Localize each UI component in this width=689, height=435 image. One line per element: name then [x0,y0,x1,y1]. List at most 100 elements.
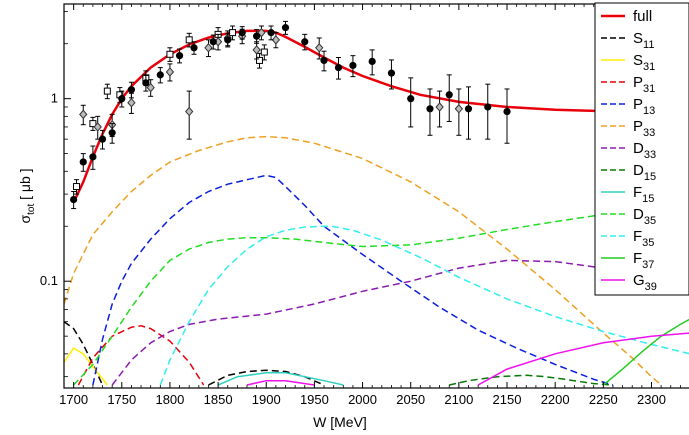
x-tick-label: 1750 [107,392,136,407]
legend-label-f35: F35 [633,228,654,249]
data-point-diamond [185,106,194,117]
data-points-layer [70,20,511,210]
x-tick-label: 1950 [300,392,329,407]
data-point-circle [484,103,492,111]
series-d35-curve [73,204,689,386]
x-tick-label: 2050 [396,392,425,407]
data-point-diamond [127,97,136,108]
series-d33-curve [111,259,689,386]
series-f35-curve [159,225,689,386]
data-point-circle [349,61,357,70]
x-tick-label: 2000 [348,392,377,407]
series-f37-curve [602,318,689,386]
y-axis-label-unit: [ μb ] [17,168,33,203]
legend-label-p31: P31 [633,74,655,95]
data-point-diamond [315,43,324,53]
data-point-square [229,29,237,37]
y-axis-label-sigma: σ [17,215,33,224]
data-point-diamond [204,43,213,53]
data-point-circle [301,38,309,46]
legend-label-d35: D35 [633,206,656,227]
svg-text:σtot [ μb ]: σtot [ μb ] [17,168,37,223]
series-p31-curve [77,325,205,386]
x-tick-label: 2250 [589,392,618,407]
data-point-diamond [79,109,88,120]
data-point-square [256,56,264,64]
data-point-diamond [252,45,261,55]
data-point-circle [127,86,136,94]
legend-label-f15: F15 [633,184,654,205]
y-tick-label: 0.1 [40,273,58,288]
x-tick-label: 2150 [493,392,522,407]
series-d15-curve [449,374,614,386]
data-point-diamond [146,82,155,93]
data-point-circle [79,158,87,166]
data-point-circle [108,129,116,137]
data-point-circle [267,29,275,37]
axes-layer: 1700 1750 1800 1850 1900 1950 2000 2050 2100 2150… [40,4,681,407]
x-tick-label: 2200 [541,392,570,407]
legend-label-g39: G39 [633,272,657,293]
legend-label-d15: D15 [633,162,656,183]
data-point-circle [118,95,126,103]
data-point-circle [320,56,328,65]
data-point-square [166,50,174,58]
data-point-circle [281,24,290,32]
x-tick-label: 1800 [155,392,184,407]
data-point-circle [445,91,453,99]
x-tick-label: 1850 [204,392,233,407]
data-point-circle [142,79,150,87]
data-point-circle [407,95,415,103]
x-tick-label: 2100 [444,392,473,407]
data-point-circle [190,44,198,52]
data-point-circle [426,105,434,113]
data-point-diamond [165,67,175,77]
legend-label-p13: P13 [633,96,655,117]
series-p33-curve [64,135,662,386]
data-point-square [89,120,97,128]
legend-label-p33: P33 [633,118,655,139]
x-axis-label: W [MeV] [313,414,367,430]
data-point-circle [156,71,164,79]
data-point-square [185,36,193,44]
legend-box [594,2,689,296]
data-point-circle [387,69,396,77]
x-tick-label: 1700 [59,392,88,407]
data-point-diamond [93,122,102,132]
x-tick-label: 1900 [252,392,281,407]
y-axis-label: σtot [ μb ] [17,168,37,223]
legend-label-f37: F37 [633,250,654,271]
series-s31-curve [64,347,108,386]
data-point-circle [89,153,97,161]
legend-label-full: full [633,8,652,25]
data-point-circle [98,135,107,143]
y-axis-label-sub: tot [26,204,37,215]
data-point-circle [209,38,217,46]
y-tick-label: 1 [51,91,58,106]
plot-frame [63,3,689,389]
data-point-circle [175,52,184,60]
data-point-diamond [435,102,444,112]
series-g39-curve-2 [477,332,689,386]
data-point-diamond [271,35,281,45]
series-f15-curve [217,372,344,386]
legend-label-s31: S31 [633,52,655,73]
data-point-circle [464,105,473,113]
x-tick-label: 2300 [637,392,666,407]
data-point-circle [224,36,232,44]
data-point-circle [253,32,261,40]
legend-label-d33: D33 [633,140,656,161]
data-point-circle [368,57,376,65]
data-point-square [103,87,111,95]
series-g39-curve [246,379,315,386]
data-point-circle [334,63,343,72]
data-point-diamond [454,104,464,114]
legend-label-s11: S11 [633,30,654,51]
data-point-circle [503,107,511,116]
series-p13-curve [92,174,614,386]
data-point-square [260,48,268,56]
data-point-circle [238,29,246,37]
data-point-circle [70,195,78,204]
